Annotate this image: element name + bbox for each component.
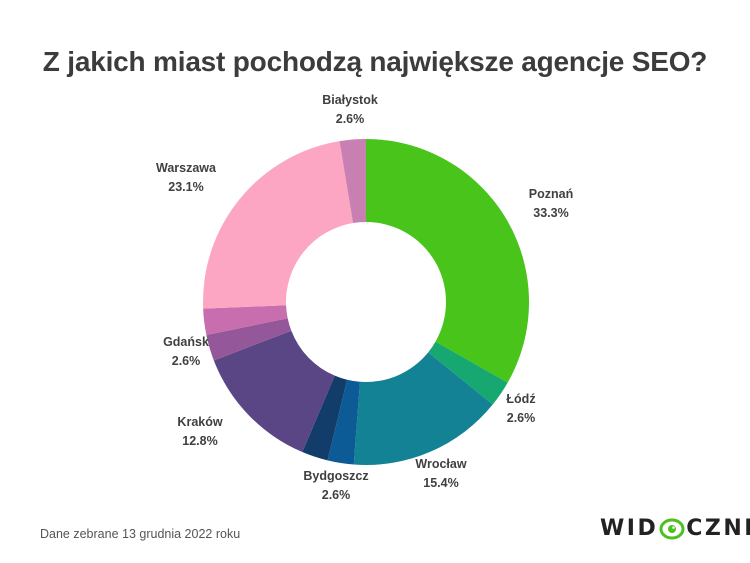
slice-lodz — [428, 341, 508, 405]
slice-label-lodz: Łódź — [506, 392, 535, 406]
slice-gdansk — [203, 305, 288, 335]
slice-value-bialystok: 2.6% — [336, 112, 365, 126]
slice-bialystok — [339, 139, 366, 224]
slice-label-wroclaw: Wrocław — [415, 457, 466, 471]
slice-warszawa — [203, 141, 354, 309]
brand-logo: WID CZNI — [600, 516, 750, 541]
slice-value-bydgoszcz: 2.6% — [322, 488, 351, 502]
slice-label-poznan: Poznań — [529, 187, 573, 201]
chart-title: Z jakich miast pochodzą największe agenc… — [42, 46, 708, 77]
slice-label-bydgoszcz: Bydgoszcz — [303, 469, 368, 483]
slice-unlabeled-3 — [327, 379, 360, 465]
slice-label-warszawa: Warszawa — [156, 161, 217, 175]
slice-value-gdansk: 2.6% — [172, 354, 201, 368]
labels-group: Poznań 33.3% Łódź 2.6% Wrocław 15.4% Bydgoszcz… — [156, 93, 573, 502]
slice-label-gdansk: Gdańsk — [163, 335, 209, 349]
slice-krakow — [213, 330, 335, 453]
slice-value-wroclaw: 15.4% — [423, 476, 458, 490]
slice-poznan — [366, 139, 529, 383]
footnote: Dane zebrane 13 grudnia 2022 roku — [40, 527, 241, 541]
logo-text-right: CZNI — [686, 516, 750, 541]
logo-text-left: WID — [600, 516, 659, 541]
slice-value-lodz: 2.6% — [507, 411, 536, 425]
slice-unlabeled-6 — [206, 318, 292, 361]
slice-value-krakow: 12.8% — [182, 434, 217, 448]
slice-label-bialystok: Białystok — [322, 93, 378, 107]
slice-label-krakow: Kraków — [177, 415, 222, 429]
slice-value-warszawa: 23.1% — [168, 180, 203, 194]
slice-value-poznan: 33.3% — [533, 206, 568, 220]
slice-bydgoszcz — [302, 375, 348, 461]
eye-icon — [659, 518, 685, 539]
slices-group — [203, 139, 529, 466]
slice-wroclaw — [353, 352, 493, 466]
